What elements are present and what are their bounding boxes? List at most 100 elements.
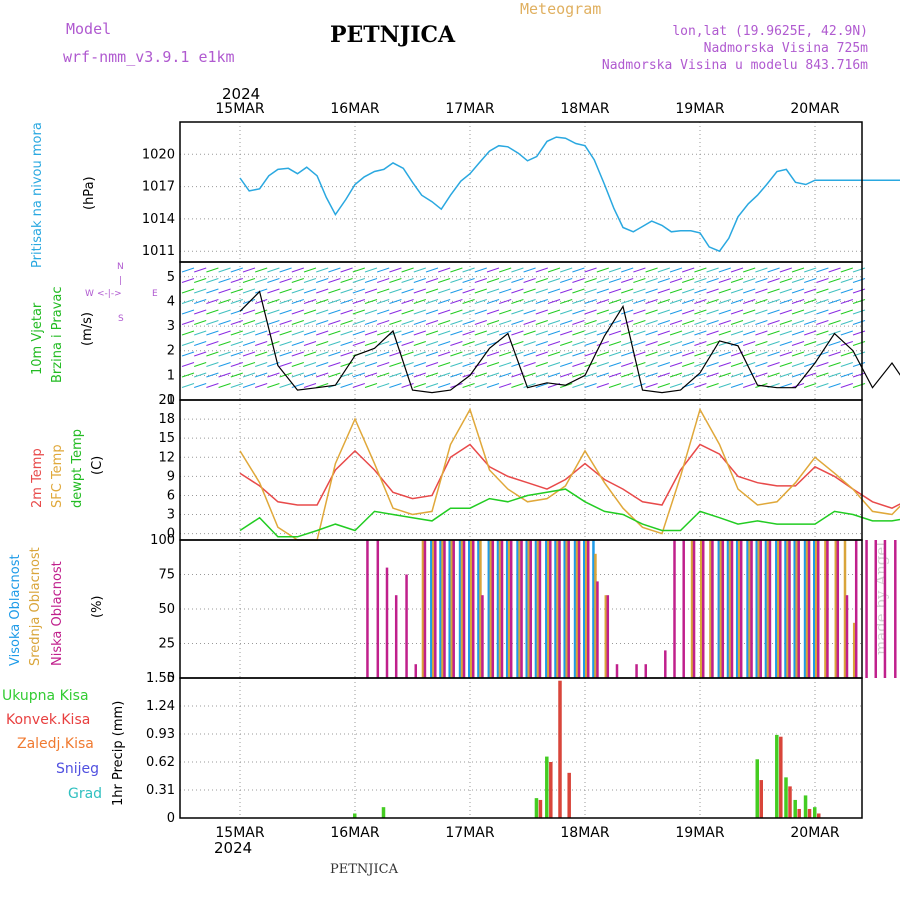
wind-barb	[438, 362, 451, 367]
wind-barb	[645, 299, 658, 304]
wind-barb	[389, 351, 402, 357]
wind-barb	[267, 309, 280, 315]
cloud-bar	[775, 540, 778, 678]
wind-barb	[657, 383, 670, 388]
wind-speed-line	[239, 290, 900, 394]
y-tick-label: 0.31	[146, 783, 175, 798]
wind-barb	[352, 372, 365, 378]
cloud-bar	[481, 595, 484, 678]
wind-barb	[657, 351, 670, 357]
wind-barb	[316, 309, 329, 315]
wind-barb	[657, 288, 670, 294]
wind-barb	[450, 309, 463, 315]
wind-barb	[364, 299, 378, 304]
wind-barb	[560, 299, 573, 304]
y-tick-label: 2	[167, 344, 175, 359]
cloud-bar	[788, 540, 791, 678]
wind-barb	[645, 362, 658, 367]
wind-barb	[755, 351, 768, 357]
wind-barb	[474, 330, 487, 336]
wind-barb	[377, 383, 390, 388]
wind-barb	[840, 288, 853, 294]
wind-barb	[486, 299, 500, 304]
wind-barb	[206, 330, 219, 336]
wind-barb	[596, 372, 609, 378]
wind-barb	[547, 288, 561, 294]
wind-barb	[828, 309, 841, 315]
wind-barb	[718, 362, 731, 367]
wind-barb	[572, 267, 585, 273]
wind-barb	[291, 351, 304, 357]
compass-s: S	[118, 314, 124, 324]
wind-barb	[377, 341, 390, 346]
precip-bar	[775, 734, 779, 818]
wind-barb	[791, 341, 805, 346]
wind-barb	[352, 320, 365, 325]
wind-barb	[694, 341, 707, 346]
cloud-bar	[739, 540, 743, 678]
wind-barb	[218, 341, 231, 346]
wind-barb	[401, 330, 414, 336]
cloud-bar	[439, 540, 442, 678]
cloud-bar	[529, 540, 532, 678]
wind-barb	[779, 362, 792, 367]
cloud-bar	[807, 540, 811, 678]
cloud-bar	[452, 540, 455, 678]
precip-bar	[538, 799, 543, 818]
precip-bar	[793, 799, 797, 818]
temp-line-1	[239, 407, 900, 541]
precip-bar	[807, 808, 812, 818]
wind-barb	[804, 288, 817, 294]
cloud-bar	[507, 540, 511, 678]
wind-barb	[279, 362, 292, 367]
wind-barb	[743, 341, 756, 346]
cloud-bar	[500, 540, 504, 678]
cloud-bar	[759, 540, 762, 678]
wind-barb	[206, 267, 219, 273]
wind-barb	[706, 372, 719, 378]
wind-barb	[474, 372, 487, 378]
y-tick-label: 1.24	[146, 699, 175, 714]
wind-barb	[181, 288, 195, 294]
wind-barb	[779, 330, 792, 336]
wind-barb	[230, 372, 243, 378]
wind-barb	[852, 341, 866, 346]
wind-barb	[523, 383, 536, 388]
day-label-top: 20MAR	[790, 101, 839, 117]
wind-barb	[462, 309, 475, 315]
cloud-bar	[516, 540, 519, 678]
wind-barb	[194, 320, 207, 325]
wind-barb	[779, 267, 792, 273]
y-tick-label: 1011	[142, 244, 175, 259]
cloud-bar	[894, 540, 897, 678]
wind-barb	[511, 288, 524, 294]
wind-barb	[255, 299, 268, 304]
wind-barb	[840, 383, 853, 388]
wind-barb	[840, 330, 853, 336]
wind-barb	[267, 330, 280, 336]
wind-barb	[438, 309, 451, 315]
wind-barb	[657, 372, 670, 378]
wind-barb	[316, 278, 329, 283]
wind-barb	[633, 362, 646, 367]
wind-barb	[804, 267, 817, 273]
wind-barb	[303, 299, 317, 304]
wind-barb	[364, 351, 378, 357]
wind-barb	[279, 351, 292, 357]
wind-barb	[291, 267, 304, 273]
wind-barb	[206, 372, 219, 378]
wind-barb	[852, 278, 866, 283]
wind-barb	[511, 278, 524, 283]
wind-barb	[572, 383, 585, 388]
precip-bar	[779, 736, 783, 818]
wind-barb	[267, 278, 280, 283]
wind-barb	[255, 341, 268, 346]
wind-barb	[852, 383, 866, 388]
wind-barb	[242, 372, 256, 378]
y-tick-label: 9	[167, 469, 175, 484]
wind-barb	[486, 309, 500, 315]
wind-barb	[181, 372, 195, 378]
compass-bar: |	[119, 276, 123, 286]
y-tick-label: 21	[158, 393, 175, 408]
wind-barb	[596, 383, 609, 388]
